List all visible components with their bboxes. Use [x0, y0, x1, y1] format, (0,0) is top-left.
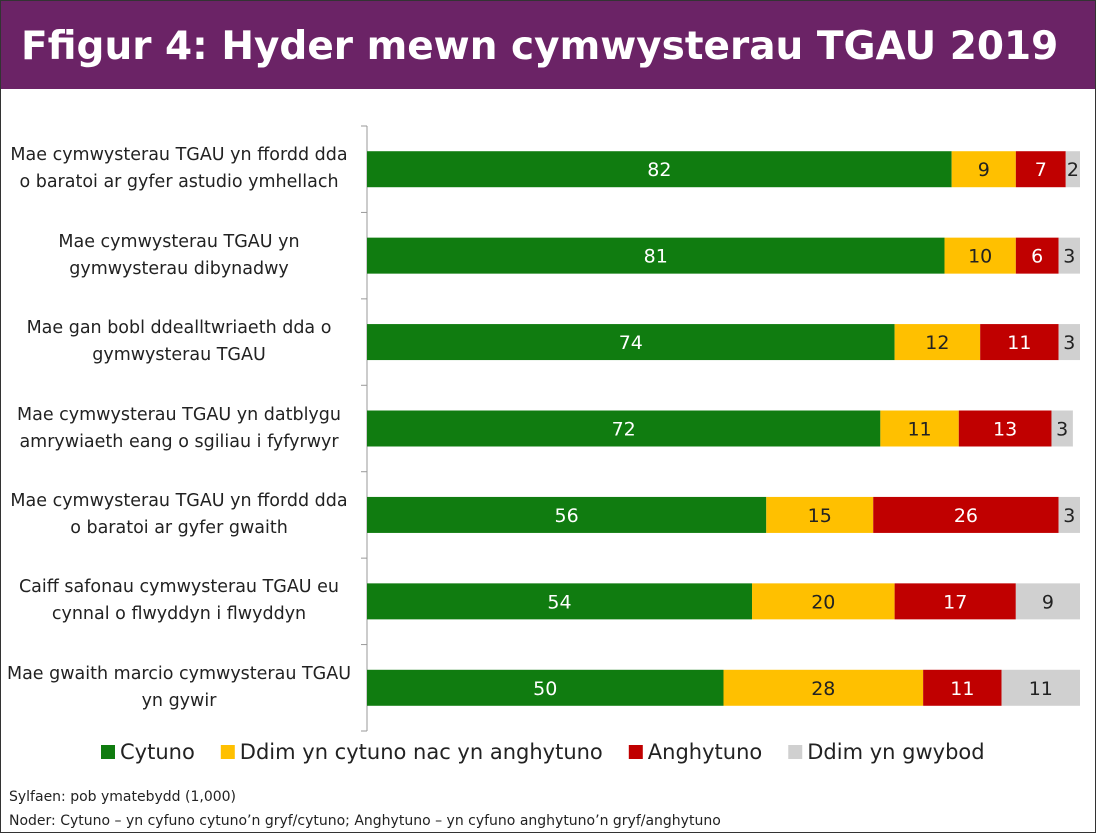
chart-title: Ffigur 4: Hyder mewn cymwysterau TGAU 20…: [1, 1, 1095, 161]
data-label: 2: [1067, 159, 1079, 181]
data-label: 17: [943, 591, 967, 613]
bar-segment: [367, 410, 881, 447]
data-label: 15: [808, 505, 832, 527]
data-label: 26: [954, 505, 978, 527]
legend-swatch: [101, 745, 115, 759]
data-label: 50: [533, 678, 557, 700]
category-label: Mae cymwysterau TGAU yn datblygu amrywia…: [17, 404, 341, 452]
bar-segment: [752, 583, 895, 620]
data-label: 54: [547, 591, 571, 613]
bar-segment: [1001, 669, 1080, 706]
legend-swatch: [788, 745, 803, 759]
data-label: 9: [978, 159, 990, 181]
data-label: 7: [1035, 159, 1047, 181]
bar-segment: [1015, 237, 1059, 274]
data-label: 11: [950, 678, 974, 700]
data-label: 11: [907, 419, 931, 441]
bar-segment: [367, 583, 753, 620]
bar-segment: [980, 324, 1059, 361]
category-label: Mae cymwysterau TGAU yn ffordd dda o bar…: [10, 145, 348, 193]
data-label: 3: [1063, 246, 1075, 268]
data-label: 13: [993, 419, 1017, 441]
data-label: 12: [925, 332, 949, 354]
bar-segment: [367, 324, 895, 361]
bar-segment: [367, 237, 945, 274]
data-label: 74: [619, 332, 643, 354]
legend-label: Ddim yn gwybod: [807, 740, 984, 764]
data-label: 6: [1031, 246, 1043, 268]
note: Sylfaen: pob ymatebydd (1,000): [9, 789, 237, 805]
bar-segment: [923, 669, 1002, 706]
category-label: Mae cymwysterau TGAU yn gymwysterau diby…: [58, 231, 300, 279]
bar-segment: [1065, 151, 1080, 188]
category-label: Mae cymwysterau TGAU yn ffordd dda o bar…: [10, 490, 348, 538]
bar-segment: [367, 496, 767, 533]
bar-segment: [873, 496, 1059, 533]
bar-segment: [1058, 237, 1080, 274]
data-label: 28: [811, 678, 835, 700]
category-label: Mae gan bobl ddealltwriaeth dda o gymwys…: [26, 318, 332, 366]
legend-label: Ddim yn cytuno nac yn anghytuno: [240, 740, 603, 764]
data-label: 81: [644, 246, 668, 268]
bar-segment: [723, 669, 924, 706]
category-label: Mae gwaith marcio cymwysterau TGAU yn gy…: [6, 663, 352, 711]
note: Noder: Cytuno – yn cyfuno cytuno’n gryf/…: [9, 813, 721, 829]
bar-segment: [880, 410, 959, 447]
category-label: Caiff safonau cymwysterau TGAU eu cynnal…: [18, 577, 340, 625]
legend-swatch: [220, 745, 235, 759]
bar-segment: [766, 496, 874, 533]
bar-segment: [894, 583, 1016, 620]
bar-segment: [1015, 151, 1066, 188]
legend-label: Anghytuno: [648, 740, 762, 764]
bar-segment: [951, 151, 1016, 188]
data-label: 10: [968, 246, 992, 268]
bar-segment: [894, 324, 981, 361]
bar-segment: [1058, 324, 1080, 361]
data-label: 9: [1042, 591, 1054, 613]
data-label: 72: [612, 419, 636, 441]
bar-segment: [1015, 583, 1080, 620]
bar-segment: [1058, 496, 1080, 533]
data-label: 20: [811, 591, 835, 613]
bar-segment: [367, 669, 724, 706]
bar-segment: [1051, 410, 1073, 447]
bar-segment: [367, 151, 952, 188]
legend-swatch: [628, 745, 643, 759]
data-label: 56: [555, 505, 579, 527]
bar-segment: [958, 410, 1052, 447]
data-label: 11: [1029, 678, 1053, 700]
data-label: 82: [647, 159, 671, 181]
data-label: 3: [1063, 332, 1075, 354]
data-label: 3: [1063, 505, 1075, 527]
bar-segment: [944, 237, 1016, 274]
data-label: 3: [1056, 419, 1068, 441]
legend-label: Cytuno: [120, 740, 195, 764]
data-label: 11: [1007, 332, 1031, 354]
